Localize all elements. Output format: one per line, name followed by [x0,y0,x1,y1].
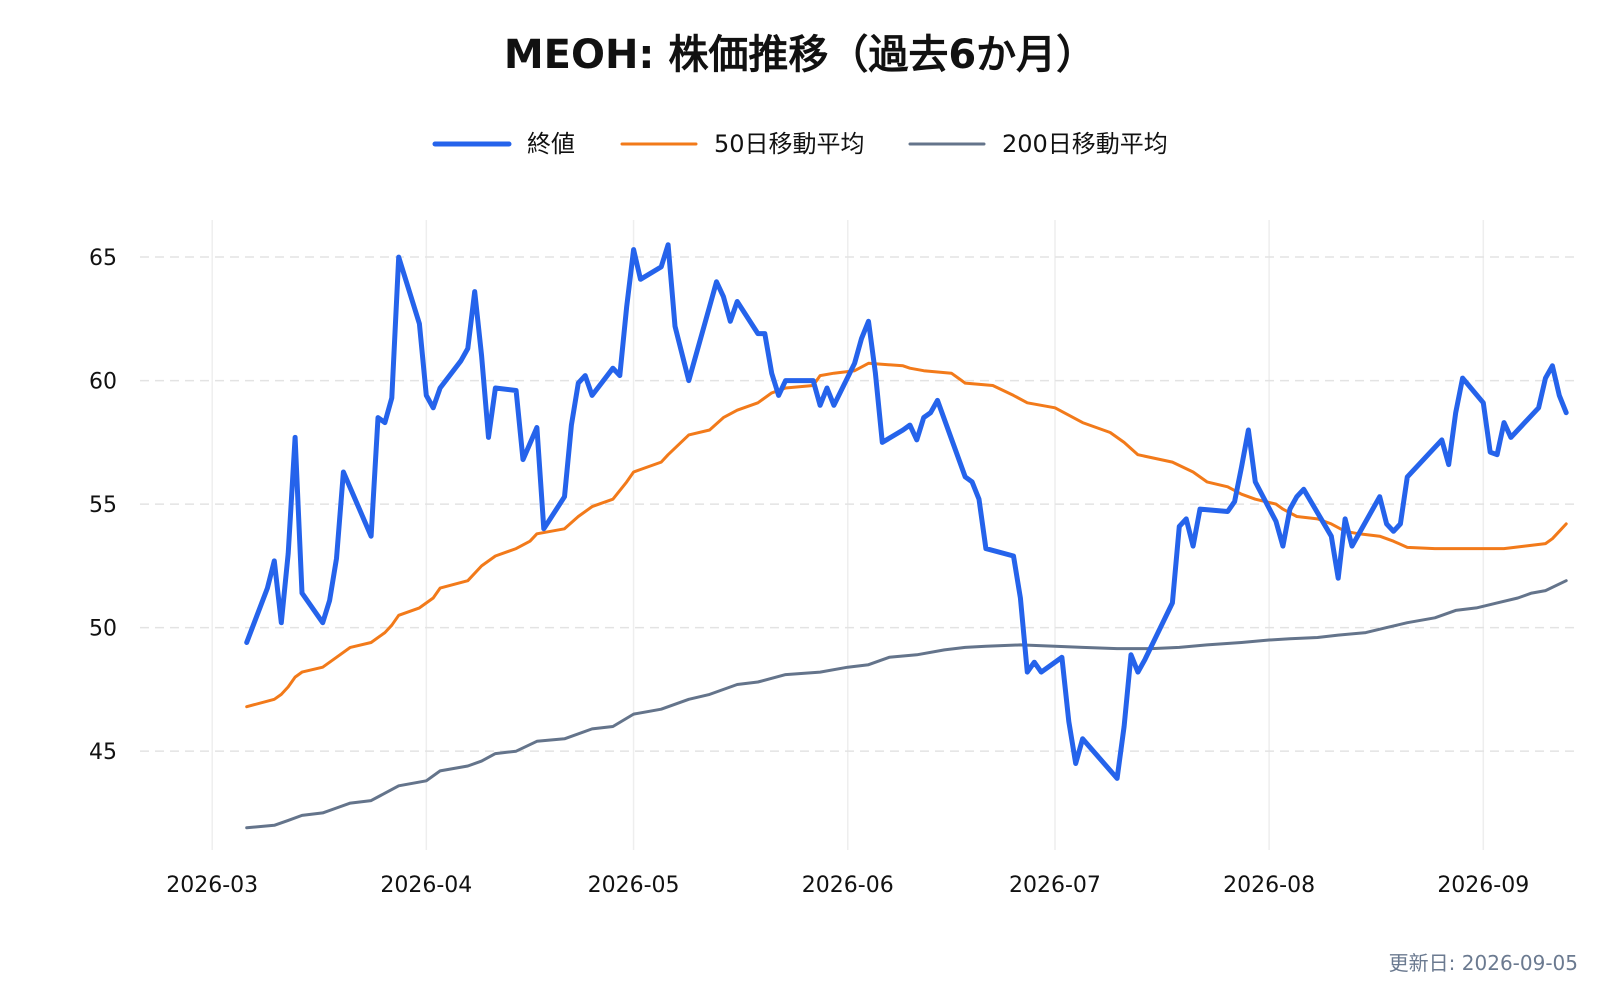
legend: 終値 50日移動平均 200日移動平均 [432,130,1168,158]
legend-label: 200日移動平均 [1002,130,1168,158]
x-axis: 2026-03 2026-04 2026-05 2026-06 2026-07 2026-… [166,873,1529,898]
x-tick-label: 2026-08 [1223,873,1315,898]
y-tick-label: 65 [89,246,117,271]
series-line-close [244,242,1569,781]
y-axis: 45 50 55 60 65 [89,246,117,765]
grid [140,220,1580,850]
updated-date: 更新日: 2026-09-05 [1389,951,1578,975]
series-line-ma50 [245,361,1568,709]
legend-label: 終値 [527,130,575,158]
x-tick-label: 2026-05 [588,873,680,898]
chart-title: MEOH: 株価推移（過去6か月） [504,32,1096,78]
y-tick-label: 45 [89,740,117,765]
x-tick-label: 2026-07 [1009,873,1101,898]
series-line-ma200 [245,579,1568,830]
y-tick-label: 55 [89,493,117,518]
legend-label: 50日移動平均 [714,130,865,158]
y-tick-label: 50 [89,617,117,642]
x-tick-label: 2026-06 [802,873,894,898]
series-layer [244,242,1569,830]
x-tick-label: 2026-03 [166,873,258,898]
x-tick-label: 2026-09 [1437,873,1529,898]
y-tick-label: 60 [89,370,117,395]
x-tick-label: 2026-04 [380,873,472,898]
